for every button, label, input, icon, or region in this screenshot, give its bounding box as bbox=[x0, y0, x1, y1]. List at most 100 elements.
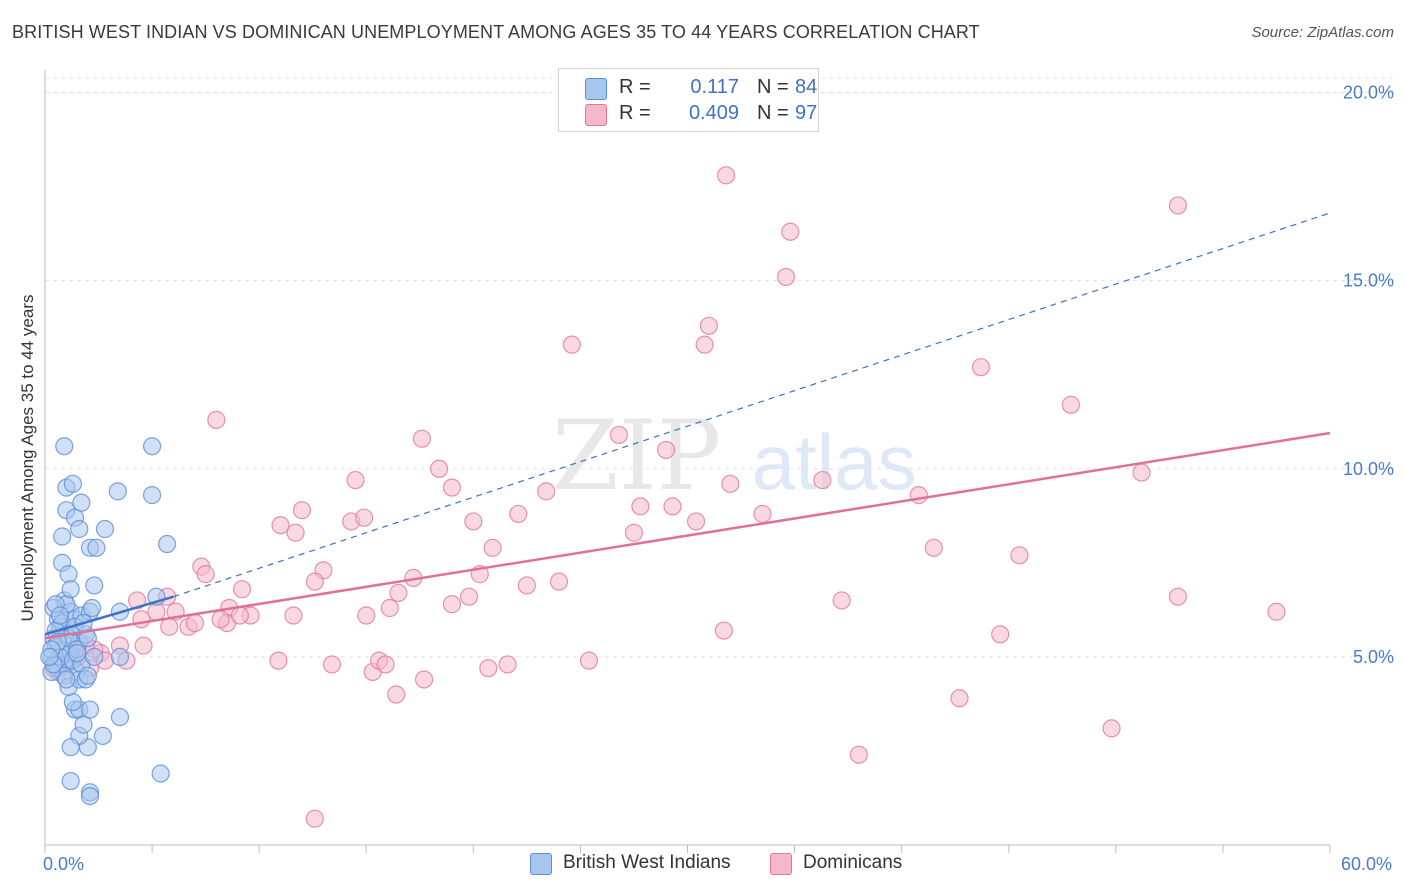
british-west-indian-point bbox=[142, 486, 162, 505]
dominican-point bbox=[459, 587, 479, 606]
legend-r-label: R = bbox=[619, 102, 651, 124]
bottom-legend-swatch-pink bbox=[770, 853, 792, 875]
x-tick-label: 60.0% bbox=[1341, 854, 1392, 874]
dominican-point bbox=[376, 655, 395, 674]
dominican-point bbox=[971, 358, 991, 377]
x-tick-label: 0.0% bbox=[43, 854, 84, 874]
british-west-indian-point bbox=[157, 534, 177, 554]
dominican-point bbox=[1102, 719, 1121, 738]
british-west-indian-point bbox=[63, 474, 82, 493]
dominican-point bbox=[509, 504, 528, 524]
british-west-indian-point bbox=[72, 493, 91, 512]
dominican-point bbox=[849, 745, 868, 764]
british-west-indian-point bbox=[110, 647, 130, 666]
dominican-point bbox=[663, 497, 682, 516]
british-west-indian-point bbox=[53, 527, 72, 546]
dominican-point bbox=[127, 591, 147, 610]
british-west-indian-point bbox=[74, 715, 93, 734]
british-west-indian-point bbox=[59, 565, 78, 584]
legend-n-value: 97 bbox=[795, 102, 818, 124]
dominican-point bbox=[442, 478, 462, 497]
dominican-point bbox=[624, 523, 644, 542]
dominican-point bbox=[442, 595, 462, 614]
dominican-point bbox=[562, 335, 581, 354]
dominican-point bbox=[380, 598, 399, 618]
legend-n-label: N = bbox=[757, 76, 789, 98]
british-west-indian-point bbox=[68, 644, 87, 663]
british-west-indian-point bbox=[87, 538, 106, 557]
british-west-indian-point bbox=[95, 519, 115, 539]
dominican-point bbox=[292, 501, 312, 520]
british-west-indian-point bbox=[83, 598, 102, 618]
dominican-point bbox=[211, 610, 230, 629]
watermark: ZIP atlas bbox=[552, 400, 917, 512]
dominican-point bbox=[686, 512, 706, 531]
british-west-indian-point bbox=[61, 580, 80, 599]
chart-title: BRITISH WEST INDIAN VS DOMINICAN UNEMPLO… bbox=[12, 22, 980, 42]
dominican-point bbox=[537, 482, 556, 501]
dominican-trend-line bbox=[44, 431, 1331, 640]
dominican-point bbox=[207, 410, 226, 429]
british-west-indian-point bbox=[85, 647, 104, 666]
british-west-indian-point bbox=[61, 771, 80, 791]
dominican-point bbox=[286, 523, 305, 542]
dominican-point bbox=[1061, 395, 1080, 414]
british-west-indian-point bbox=[80, 700, 100, 719]
bottom-legend-label: British West Indians bbox=[563, 852, 731, 873]
dominican-point bbox=[549, 572, 569, 591]
dominican-point bbox=[1132, 463, 1151, 482]
dominican-point bbox=[196, 565, 215, 584]
bottom-legend-swatch-blue bbox=[530, 853, 552, 875]
dominican-point bbox=[483, 538, 502, 557]
dominican-point bbox=[776, 267, 796, 287]
dominican-point bbox=[232, 580, 252, 599]
dominican-point bbox=[1168, 587, 1188, 606]
british-west-indian-point bbox=[78, 666, 97, 685]
british-west-indian-point bbox=[80, 786, 100, 806]
dominican-point bbox=[832, 591, 851, 610]
dominican-point bbox=[271, 516, 290, 535]
british-west-indian-point bbox=[61, 738, 80, 757]
dominican-point bbox=[609, 425, 629, 445]
dominican-point bbox=[160, 617, 179, 636]
british-west-indian-point bbox=[40, 647, 59, 666]
dominican-point bbox=[721, 474, 740, 493]
british-west-indian-point bbox=[93, 726, 112, 745]
dominican-point bbox=[924, 538, 943, 557]
dominican-point bbox=[1267, 602, 1286, 621]
dominican-point bbox=[631, 497, 650, 516]
british-west-indian-point bbox=[63, 692, 82, 712]
dominican-point bbox=[813, 470, 832, 490]
correlation-legend: R = 0.117 N = 84 R = 0.409 N = 97 bbox=[558, 68, 819, 132]
legend-r-label: R = bbox=[619, 76, 651, 98]
dominican-point bbox=[950, 689, 969, 708]
dominican-point bbox=[1168, 196, 1188, 215]
dominican-point bbox=[357, 606, 376, 625]
british-west-indian-point bbox=[108, 482, 127, 501]
british-west-indian-point bbox=[151, 764, 170, 783]
dominican-point bbox=[132, 610, 151, 629]
dominican-point bbox=[1010, 546, 1029, 565]
dominican-point bbox=[414, 670, 434, 689]
dominican-point bbox=[269, 651, 288, 670]
dominican-point bbox=[284, 606, 303, 625]
dominican-point bbox=[695, 335, 714, 354]
dominican-point bbox=[412, 429, 432, 448]
british-west-indian-point bbox=[85, 576, 104, 595]
dominican-point bbox=[753, 504, 772, 524]
british-west-indian-point bbox=[50, 606, 70, 625]
dominican-point bbox=[464, 512, 483, 531]
source-label: Source: ZipAtlas.com bbox=[1251, 24, 1394, 41]
legend-n-label: N = bbox=[757, 102, 789, 124]
legend-r-value: 0.117 bbox=[690, 76, 739, 98]
british-west-indian-point bbox=[110, 707, 130, 727]
british-west-indian-point bbox=[70, 519, 89, 539]
watermark-zip: ZIP bbox=[552, 400, 722, 512]
dominican-point bbox=[479, 659, 498, 678]
dominican-point bbox=[781, 222, 800, 241]
dominican-point bbox=[305, 572, 324, 591]
dominican-point bbox=[991, 625, 1010, 644]
y-tick-label: 15.0% bbox=[1343, 271, 1394, 291]
british-west-indian-point bbox=[55, 437, 74, 456]
